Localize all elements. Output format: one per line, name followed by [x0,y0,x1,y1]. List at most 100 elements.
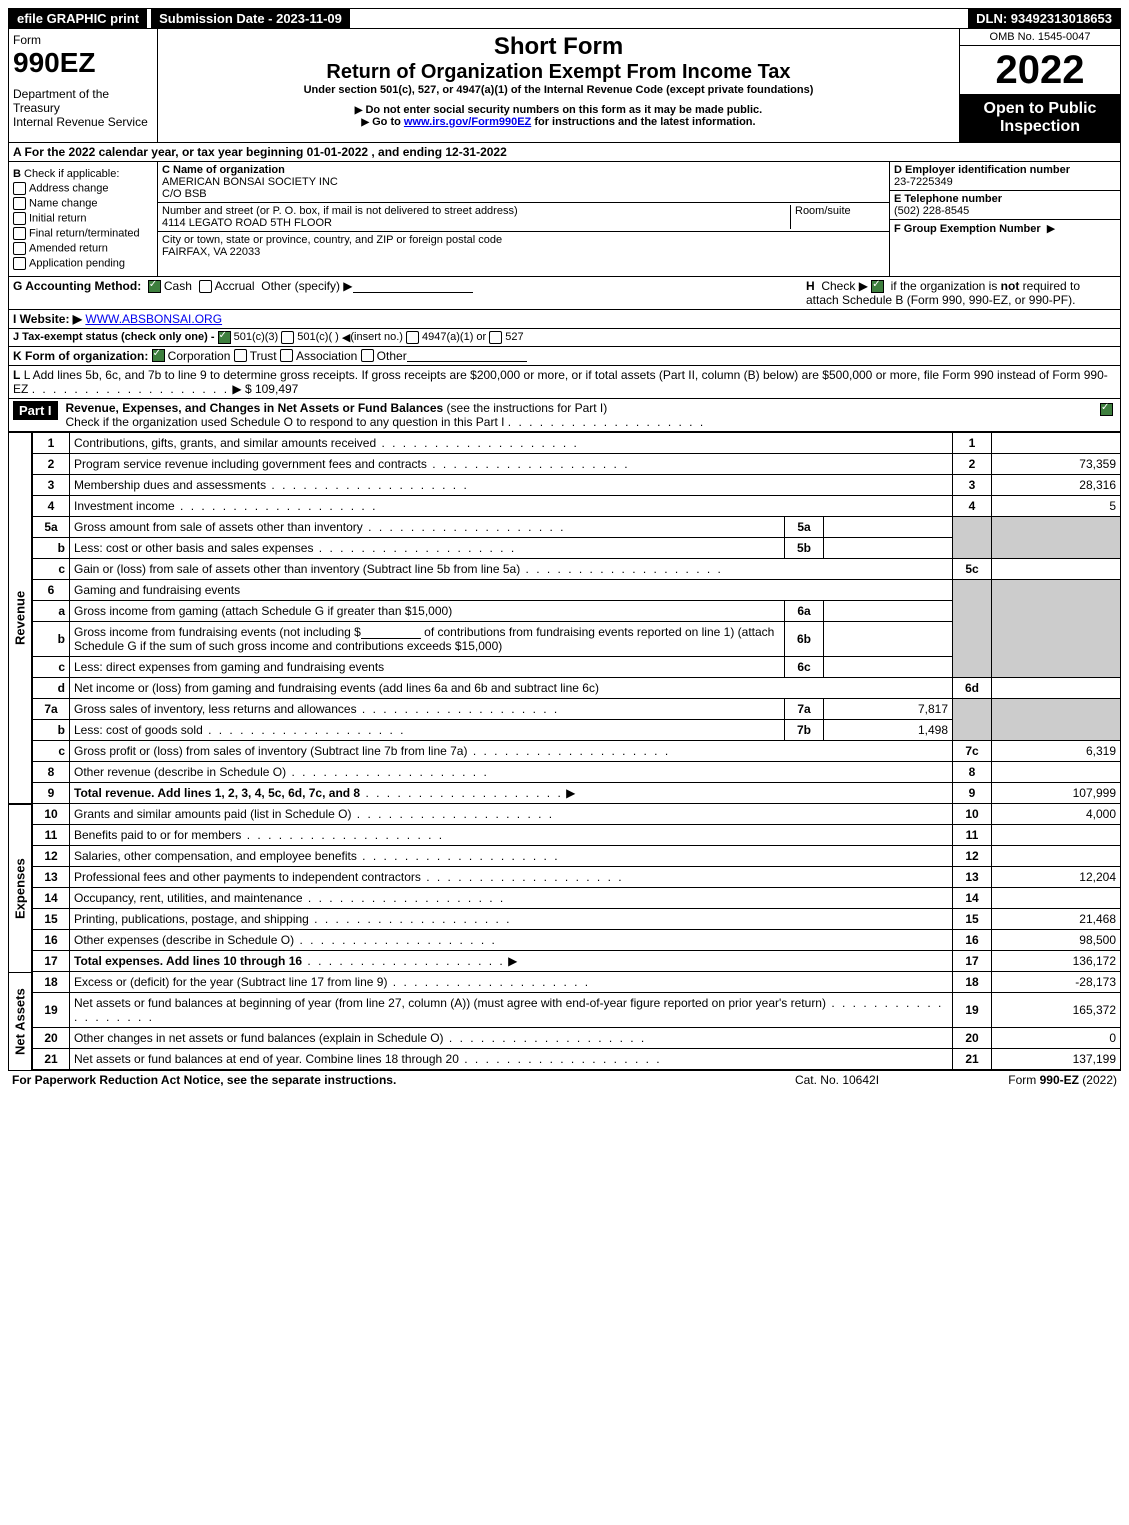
line-21-desc: Net assets or fund balances at end of ye… [74,1052,459,1066]
line-14-num: 14 [33,888,70,909]
chk-final-return[interactable]: Final return/terminated [13,227,153,240]
line-9: 9 Total revenue. Add lines 1, 2, 3, 4, 5… [33,783,1121,804]
chk-initial-return[interactable]: Initial return [13,212,153,225]
chk-501c3[interactable] [218,331,231,344]
form-word: Form [13,33,153,47]
line-2-ln: 2 [953,454,992,475]
j-4947: 4947(a)(1) or [422,331,486,344]
l-amount: $ 109,497 [245,382,298,396]
line-10-val: 4,000 [992,804,1121,825]
top-bar: efile GRAPHIC print Submission Date - 20… [8,8,1121,29]
line-15: 15 Printing, publications, postage, and … [33,909,1121,930]
line-10: 10 Grants and similar amounts paid (list… [33,804,1121,825]
chk-trust[interactable] [234,349,247,362]
line-7c-desc: Gross profit or (loss) from sales of inv… [74,744,467,758]
line-17-desc: Total expenses. Add lines 10 through 16 [74,954,302,968]
line-6a-bv [824,601,953,622]
line-13-desc: Professional fees and other payments to … [74,870,421,884]
line-6d-num: d [33,678,70,699]
return-title: Return of Organization Exempt From Incom… [162,61,955,84]
chk-527[interactable] [489,331,502,344]
line-6-grey1 [953,580,992,678]
line-7b-bn: 7b [785,720,824,741]
k-other-blank[interactable] [407,349,527,362]
short-form-title: Short Form [162,33,955,61]
col-c: C Name of organization AMERICAN BONSAI S… [158,162,889,276]
line-17-ln: 17 [953,951,992,972]
line-3: 3 Membership dues and assessments 3 28,3… [33,475,1121,496]
revenue-table: 1 Contributions, gifts, grants, and simi… [32,432,1121,804]
chk-4947[interactable] [406,331,419,344]
form-header: Form 990EZ Department of the Treasury In… [8,29,1121,143]
g-other-blank[interactable] [353,280,473,293]
k-corp: Corporation [168,349,231,363]
line-6d-ln: 6d [953,678,992,699]
goto-post: for instructions and the latest informat… [531,116,755,128]
form-number: 990EZ [13,47,153,79]
row-l: L L Add lines 5b, 6c, and 7b to line 9 t… [8,366,1121,399]
row-i: I Website: ▶ WWW.ABSBONSAI.ORG [8,310,1121,329]
chk-h[interactable] [871,280,884,293]
line-12: 12 Salaries, other compensation, and emp… [33,846,1121,867]
line-6b-blank[interactable] [361,626,421,639]
line-2-val: 73,359 [992,454,1121,475]
line-16-num: 16 [33,930,70,951]
part1-label: Part I [13,401,58,420]
line-8-val [992,762,1121,783]
line-15-ln: 15 [953,909,992,930]
line-6c-num: c [33,657,70,678]
line-1: 1 Contributions, gifts, grants, and simi… [33,433,1121,454]
chk-application-pending[interactable]: Application pending [13,257,153,270]
chk-other-org[interactable] [361,349,374,362]
chk-name-change[interactable]: Name change [13,197,153,210]
line-18-num: 18 [33,972,70,993]
line-a: A For the 2022 calendar year, or tax yea… [8,143,1121,162]
chk-amended[interactable]: Amended return [13,242,153,255]
footer: For Paperwork Reduction Act Notice, see … [8,1070,1121,1089]
line-1-val [992,433,1121,454]
part1-header-row: Part I Revenue, Expenses, and Changes in… [8,399,1121,432]
chk-address-change[interactable]: Address change [13,182,153,195]
irs-link[interactable]: www.irs.gov/Form990EZ [404,116,531,128]
b-check-if: Check if applicable: [24,168,119,180]
line-13-val: 12,204 [992,867,1121,888]
chk-schedule-o[interactable] [1100,403,1113,416]
line-8-num: 8 [33,762,70,783]
chk-cash[interactable] [148,280,161,293]
chk-accrual[interactable] [199,280,212,293]
line-12-ln: 12 [953,846,992,867]
line-5ab-grey2 [992,517,1121,559]
do-not-enter: Do not enter social security numbers on … [162,104,955,116]
c-city-label: City or town, state or province, country… [162,234,502,246]
website-link[interactable]: WWW.ABSBONSAI.ORG [85,312,222,326]
line-a-text: A For the 2022 calendar year, or tax yea… [13,145,507,159]
line-5b-bn: 5b [785,538,824,559]
chk-501c[interactable] [281,331,294,344]
line-5c: c Gain or (loss) from sale of assets oth… [33,559,1121,580]
line-5a: 5a Gross amount from sale of assets othe… [33,517,1121,538]
line-18-val: -28,173 [992,972,1121,993]
line-6-desc: Gaming and fundraising events [70,580,953,601]
d-group-label: F Group Exemption Number [894,223,1041,235]
line-7-grey2 [992,699,1121,741]
line-2-num: 2 [33,454,70,475]
line-19: 19 Net assets or fund balances at beginn… [33,993,1121,1028]
line-10-num: 10 [33,804,70,825]
dept-treasury: Department of the Treasury [13,87,153,115]
chk-assoc[interactable] [280,349,293,362]
c-street: 4114 LEGATO ROAD 5TH FLOOR [162,217,332,229]
line-9-num: 9 [33,783,70,804]
line-4-num: 4 [33,496,70,517]
line-6: 6 Gaming and fundraising events [33,580,1121,601]
line-20-val: 0 [992,1028,1121,1049]
efile-print[interactable]: efile GRAPHIC print [9,9,147,28]
line-1-num: 1 [33,433,70,454]
line-5b-desc: Less: cost or other basis and sales expe… [74,541,313,555]
line-19-val: 165,372 [992,993,1121,1028]
netassets-section: Net Assets 18 Excess or (deficit) for th… [8,972,1121,1070]
line-12-val [992,846,1121,867]
chk-corp[interactable] [152,349,165,362]
line-2: 2 Program service revenue including gove… [33,454,1121,475]
line-16-desc: Other expenses (describe in Schedule O) [74,933,294,947]
c-city: FAIRFAX, VA 22033 [162,246,260,258]
